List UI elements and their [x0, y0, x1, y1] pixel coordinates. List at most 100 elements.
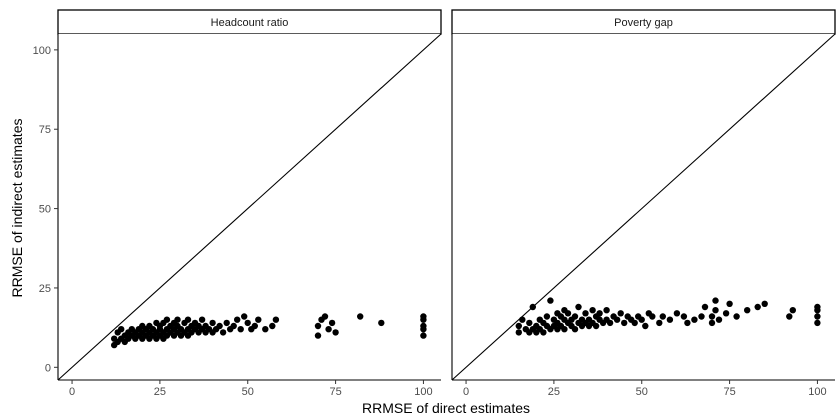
data-point [754, 303, 761, 311]
data-point [529, 303, 536, 311]
strip-headcount-ratio [57, 9, 442, 35]
data-point [543, 313, 551, 320]
data-point [701, 303, 709, 311]
strip-label-poverty-gap: Poverty gap [614, 17, 673, 29]
x-tick-label: 50 [242, 386, 254, 398]
data-point [571, 313, 579, 320]
x-tick-label: 0 [463, 386, 469, 398]
data-point [684, 319, 691, 327]
data-point [592, 322, 600, 330]
data-point [547, 297, 554, 304]
data-point [564, 310, 572, 317]
data-point [726, 300, 733, 307]
x-tick-label: 75 [723, 386, 735, 398]
reference-line-y-equals-x [57, 33, 442, 381]
data-point [540, 329, 547, 336]
y-tick-label: 0 [45, 362, 51, 374]
data-point [269, 322, 276, 330]
data-point [332, 329, 339, 336]
data-point [617, 310, 624, 317]
x-tick-label: 25 [548, 386, 560, 398]
panel-headcount-ratio: Headcount ratio [57, 9, 442, 381]
data-point [744, 307, 751, 314]
data-point [262, 326, 269, 333]
data-point [216, 322, 223, 330]
data-point [606, 319, 614, 327]
x-tick-label: 0 [69, 386, 75, 398]
data-point [118, 326, 125, 333]
data-point [314, 322, 322, 330]
data-point [255, 316, 262, 323]
data-point [357, 313, 364, 320]
data-point [596, 310, 603, 317]
y-tick-label: 50 [39, 204, 51, 216]
y-axis: 0 25 50 75 100 [33, 34, 59, 380]
data-point [814, 313, 821, 320]
data-point [420, 322, 427, 330]
x-axis-title: RRMSE of direct estimates [362, 400, 530, 416]
data-point [666, 316, 674, 323]
data-point [420, 332, 427, 339]
data-point [163, 316, 171, 323]
y-tick-label: 100 [33, 45, 51, 57]
x-tick-label: 50 [636, 386, 648, 398]
data-point [814, 319, 821, 327]
data-point [638, 316, 645, 323]
data-point [582, 310, 589, 317]
data-point [789, 307, 796, 314]
data-point [712, 297, 719, 304]
data-point [234, 316, 241, 323]
data-point [230, 322, 237, 330]
data-point [722, 310, 730, 317]
x-tick-label: 25 [154, 386, 166, 398]
data-point [314, 332, 322, 339]
x-tick-label: 75 [329, 386, 341, 398]
data-point [325, 326, 332, 333]
data-point [209, 319, 216, 327]
data-point [515, 322, 522, 330]
strip-label-headcount-ratio: Headcount ratio [211, 17, 289, 29]
y-tick-label: 25 [39, 283, 51, 295]
data-point [659, 313, 666, 320]
data-point [219, 329, 227, 336]
data-point [642, 322, 649, 330]
data-point [420, 313, 427, 320]
data-point [698, 313, 705, 320]
data-point [237, 326, 244, 333]
data-point [328, 319, 336, 327]
data-point [519, 316, 526, 323]
x-axis-right: 0 25 50 75 100 [452, 379, 835, 398]
y-tick-label: 75 [39, 124, 51, 136]
data-point [712, 307, 719, 314]
data-point [613, 316, 621, 323]
data-point [691, 316, 698, 323]
reference-line-y-equals-x [451, 33, 836, 381]
x-tick-label: 100 [414, 386, 432, 398]
data-point [575, 303, 582, 311]
data-point [715, 316, 723, 323]
x-tick-label: 100 [808, 386, 826, 398]
data-point [251, 322, 258, 330]
data-point [571, 326, 579, 333]
data-point [241, 313, 248, 320]
data-point [708, 313, 716, 320]
data-point [244, 319, 251, 327]
data-point [561, 326, 568, 333]
data-point [378, 319, 385, 327]
data-point [321, 313, 329, 320]
data-point [198, 316, 206, 323]
data-point [680, 313, 688, 320]
data-point [733, 313, 740, 320]
data-point [184, 316, 192, 323]
data-point [814, 303, 821, 311]
data-point [656, 319, 663, 327]
data-point [526, 319, 533, 327]
data-point [649, 313, 656, 320]
x-axis-left: 0 25 50 75 100 [58, 379, 441, 398]
data-point [621, 319, 628, 327]
panel-poverty-gap: Poverty gap [451, 9, 836, 381]
data-point [603, 307, 610, 314]
data-point [589, 307, 596, 314]
data-point [223, 319, 230, 327]
